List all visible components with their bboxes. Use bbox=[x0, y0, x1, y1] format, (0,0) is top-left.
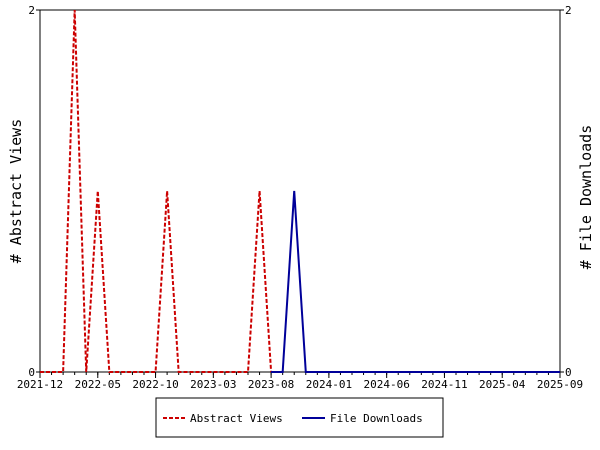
plot-frame bbox=[39, 9, 561, 373]
x-tick-label: 2024-01 bbox=[306, 378, 352, 391]
legend-label-file-downloads: File Downloads bbox=[330, 412, 423, 425]
y-axes: 0 2 0 2 bbox=[28, 4, 571, 379]
y-left-tick-label: 0 bbox=[28, 366, 35, 379]
legend-box bbox=[155, 397, 444, 438]
y-right-tick-label: 0 bbox=[565, 366, 572, 379]
x-tick-label: 2024-11 bbox=[421, 378, 467, 391]
series-line-abstract-views bbox=[40, 9, 273, 373]
legend: Abstract Views File Downloads bbox=[155, 397, 444, 438]
left-axis-title: # Abstract Views bbox=[7, 119, 25, 264]
x-tick-label: 2023-03 bbox=[190, 378, 236, 391]
x-tick-label: 2022-05 bbox=[75, 378, 121, 391]
x-tick-label: 2023-08 bbox=[248, 378, 294, 391]
legend-label-abstract-views: Abstract Views bbox=[190, 412, 283, 425]
y-right-tick-label: 2 bbox=[565, 4, 572, 17]
x-tick-label: 2025-04 bbox=[479, 378, 526, 391]
x-tick-label: 2021-12 bbox=[17, 378, 63, 391]
x-tick-label: 2022-10 bbox=[132, 378, 178, 391]
x-tick-label: 2025-09 bbox=[537, 378, 583, 391]
series-lines bbox=[40, 9, 560, 373]
x-tick-label: 2024-06 bbox=[363, 378, 409, 391]
y-left-tick-label: 2 bbox=[28, 4, 35, 17]
x-axis: 2021-12 2022-05 2022-10 2023-03 2023-08 2024-… bbox=[17, 372, 583, 391]
right-axis-title: # File Downloads bbox=[577, 125, 595, 270]
series-line-file-downloads bbox=[271, 190, 560, 373]
